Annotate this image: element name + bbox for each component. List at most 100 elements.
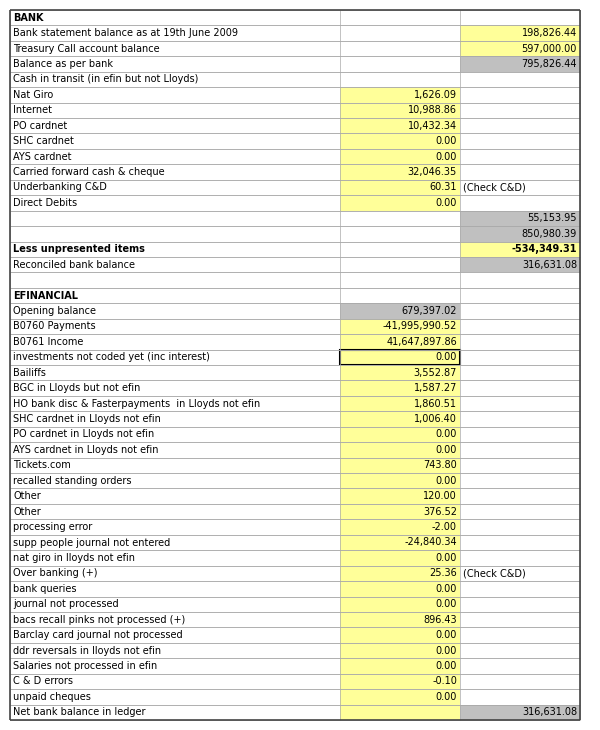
Bar [10,180,340,195]
Bar [10,488,340,504]
Bar [460,226,580,242]
Bar [10,689,340,704]
Bar [460,72,580,87]
Text: processing error: processing error [13,522,92,532]
Text: 316,631.08: 316,631.08 [522,707,577,718]
Bar [460,10,580,26]
Bar [10,350,340,365]
Bar [460,288,580,303]
Text: bank queries: bank queries [13,584,77,593]
Bar [10,519,340,535]
Text: AYS cardnet: AYS cardnet [13,152,71,161]
Bar [10,257,340,272]
Text: BANK: BANK [13,12,44,23]
Text: Tickets.com: Tickets.com [13,461,71,470]
Bar [10,612,340,627]
Text: Cash in transit (in efin but not Lloyds): Cash in transit (in efin but not Lloyds) [13,74,199,85]
Text: (Check C&D): (Check C&D) [463,569,526,578]
Text: 0.00: 0.00 [436,152,457,161]
Bar [460,612,580,627]
Bar [460,674,580,689]
Bar [340,627,460,643]
Bar [460,473,580,488]
Text: 597,000.00: 597,000.00 [521,44,577,53]
Bar [460,195,580,211]
Bar [460,458,580,473]
Text: -24,840.34: -24,840.34 [404,537,457,548]
Bar [340,257,460,272]
Bar [460,535,580,550]
Text: 1,860.51: 1,860.51 [414,399,457,409]
Text: Bailiffs: Bailiffs [13,368,46,377]
Bar [10,41,340,56]
Text: 316,631.08: 316,631.08 [522,260,577,269]
Bar [10,334,340,350]
Bar [10,596,340,612]
Bar [340,319,460,334]
Bar [10,303,340,319]
Text: unpaid cheques: unpaid cheques [13,692,91,702]
Bar [10,149,340,164]
Bar [460,689,580,704]
Text: bacs recall pinks not processed (+): bacs recall pinks not processed (+) [13,615,185,625]
Bar [10,288,340,303]
Bar [340,519,460,535]
Bar [10,581,340,596]
Text: 0.00: 0.00 [436,445,457,455]
Text: 60.31: 60.31 [430,182,457,193]
Bar [10,535,340,550]
Bar [340,195,460,211]
Bar [340,535,460,550]
Bar [340,56,460,72]
Bar [340,473,460,488]
Bar [460,566,580,581]
Bar [460,658,580,674]
Text: 0.00: 0.00 [436,692,457,702]
Text: PO cardnet: PO cardnet [13,120,67,131]
Bar [340,350,460,365]
Bar [460,643,580,658]
Bar [460,550,580,566]
Text: -2.00: -2.00 [432,522,457,532]
Bar [460,519,580,535]
Bar [460,87,580,103]
Bar [340,581,460,596]
Bar [10,10,340,26]
Text: 0.00: 0.00 [436,198,457,208]
Bar [460,380,580,396]
Bar [10,411,340,427]
Bar [340,612,460,627]
Bar [460,411,580,427]
Bar [460,180,580,195]
Text: 0.00: 0.00 [436,599,457,610]
Bar [460,242,580,257]
Bar [460,488,580,504]
Text: 795,826.44: 795,826.44 [521,59,577,69]
Bar [10,72,340,87]
Bar [340,103,460,118]
Text: 0.00: 0.00 [436,661,457,671]
Text: investments not coded yet (inc interest): investments not coded yet (inc interest) [13,353,210,362]
Bar [10,319,340,334]
Text: 0.00: 0.00 [436,584,457,593]
Bar [340,118,460,134]
Text: 0.00: 0.00 [436,353,457,362]
Bar [340,288,460,303]
Bar [10,504,340,519]
Text: 376.52: 376.52 [423,507,457,517]
Bar [10,365,340,380]
Text: 743.80: 743.80 [423,461,457,470]
Text: 41,647,897.86: 41,647,897.86 [386,337,457,347]
Bar [340,242,460,257]
Text: -534,349.31: -534,349.31 [511,245,577,254]
Bar [340,458,460,473]
Text: Opening balance: Opening balance [13,306,96,316]
Bar [340,442,460,458]
Text: 55,153.95: 55,153.95 [527,213,577,223]
Text: C & D errors: C & D errors [13,677,73,686]
Bar [340,350,460,365]
Bar [460,26,580,41]
Bar [340,26,460,41]
Bar [340,334,460,350]
Bar [10,195,340,211]
